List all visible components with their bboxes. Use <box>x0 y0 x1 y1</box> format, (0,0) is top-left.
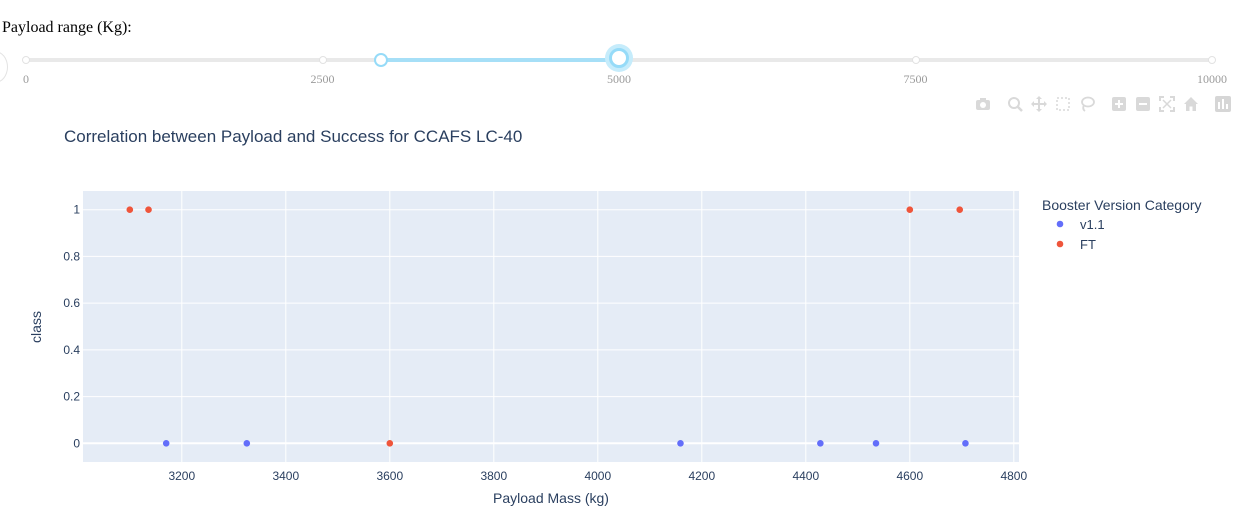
data-point-FT[interactable] <box>145 206 152 213</box>
data-point-v1.1[interactable] <box>872 440 880 447</box>
chart-title: Correlation between Payload and Success … <box>64 127 522 146</box>
x-axis-label: Payload Mass (kg) <box>493 490 609 506</box>
x-tick-label: 3800 <box>480 469 507 483</box>
x-tick-label: 4600 <box>896 469 923 483</box>
data-point-FT[interactable] <box>126 206 134 213</box>
data-point-v1.1[interactable] <box>817 440 824 447</box>
legend-label[interactable]: FT <box>1080 237 1096 252</box>
data-points <box>126 206 969 447</box>
data-point-v1.1[interactable] <box>243 440 251 447</box>
home-icon[interactable] <box>1183 96 1199 112</box>
y-tick-label: 0.6 <box>63 296 80 310</box>
zoom-out-icon[interactable] <box>1135 96 1151 112</box>
legend-marker-v1.1[interactable] <box>1056 220 1064 228</box>
camera-icon[interactable] <box>975 96 991 112</box>
y-tick-label: 0.2 <box>63 390 80 404</box>
slider-mark-dot[interactable] <box>22 56 30 64</box>
slider-mark-label: 2500 <box>310 72 335 86</box>
x-tick-label: 3600 <box>376 469 403 483</box>
lasso-icon[interactable] <box>1079 96 1095 112</box>
x-tick-label: 4000 <box>584 469 611 483</box>
data-point-v1.1[interactable] <box>677 440 684 447</box>
plot-area[interactable] <box>83 191 1019 462</box>
y-axis-label: class <box>28 311 44 343</box>
plotly-logo-icon[interactable] <box>1215 96 1231 112</box>
y-tick-label: 0 <box>73 436 80 450</box>
data-point-v1.1[interactable] <box>162 440 170 447</box>
y-axis-ticks: 0 0.2 0.4 0.6 0.8 1 <box>63 203 80 451</box>
x-tick-label: 4400 <box>792 469 819 483</box>
legend[interactable]: v1.1 FT <box>1056 217 1105 252</box>
slider-mark-dot[interactable] <box>1208 56 1216 64</box>
range-slider-min-handle[interactable] <box>374 53 388 67</box>
x-axis-ticks: 3200 3400 3600 3800 4000 4200 4400 4600 4800 <box>168 469 1027 483</box>
data-point-FT[interactable] <box>956 206 964 213</box>
slider-mark-label: 5000 <box>607 72 631 86</box>
zoom-in-icon[interactable] <box>1111 96 1127 112</box>
data-point-FT[interactable] <box>906 206 914 213</box>
range-slider-max-handle[interactable] <box>609 48 629 68</box>
slider-mark-label: 0 <box>23 72 29 86</box>
y-tick-label: 0.8 <box>63 249 80 263</box>
range-slider-track[interactable] <box>381 58 619 62</box>
y-tick-label: 0.4 <box>63 343 80 357</box>
legend-marker-FT[interactable] <box>1056 240 1064 248</box>
slider-mark-dot[interactable] <box>911 56 920 64</box>
autoscale-icon[interactable] <box>1159 96 1175 112</box>
zoom-icon[interactable] <box>1007 96 1023 112</box>
pan-icon[interactable] <box>1031 96 1047 112</box>
x-tick-label: 3200 <box>168 469 195 483</box>
slider-mark-label: 7500 <box>903 72 928 86</box>
grid-lines <box>83 191 1019 462</box>
slider-mark-dot[interactable] <box>318 56 327 64</box>
x-tick-label: 3400 <box>272 469 299 483</box>
legend-label[interactable]: v1.1 <box>1080 217 1105 232</box>
legend-title: Booster Version Category <box>1042 197 1202 213</box>
data-point-FT[interactable] <box>386 440 394 447</box>
x-tick-label: 4200 <box>688 469 715 483</box>
data-point-v1.1[interactable] <box>962 440 969 447</box>
x-tick-label: 4800 <box>1000 469 1027 483</box>
slider-mark-label: 10000 <box>1197 72 1227 86</box>
y-tick-label: 1 <box>73 203 80 217</box>
payload-range-label: Payload range (Kg): <box>2 19 132 36</box>
box-select-icon[interactable] <box>1055 96 1071 112</box>
